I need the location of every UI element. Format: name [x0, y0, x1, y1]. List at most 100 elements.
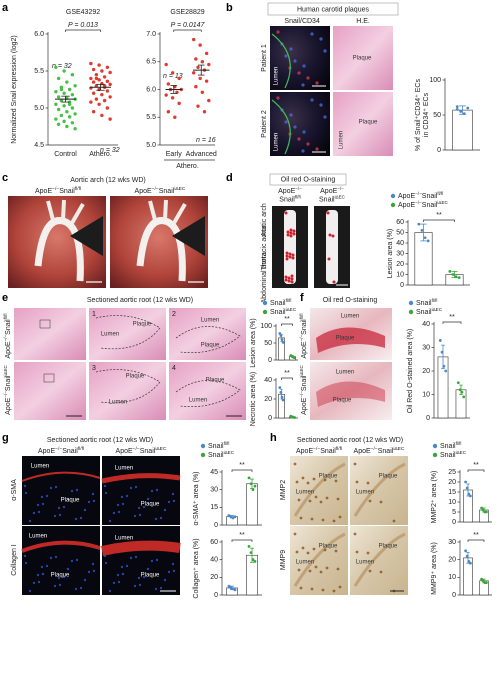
- legend-marker: [200, 443, 206, 449]
- label: Plaque: [379, 544, 398, 550]
- label: Lumen: [115, 536, 133, 542]
- nucleus: [74, 587, 78, 591]
- stain-spot: [368, 569, 372, 573]
- nucleus: [37, 510, 41, 514]
- micrograph: [14, 362, 86, 420]
- y-axis-label: % of Snail⁺CD34⁺ ECs: [415, 79, 422, 151]
- nucleus: [62, 575, 66, 579]
- data-point: [251, 488, 255, 492]
- label: Lumen: [296, 490, 314, 496]
- nucleus: [310, 32, 314, 36]
- data-point: [108, 70, 112, 75]
- nucleus: [108, 589, 112, 593]
- panel-letter: e: [2, 292, 8, 304]
- stain-spot: [353, 462, 357, 466]
- label: 4: [172, 365, 176, 372]
- nucleus: [45, 494, 49, 498]
- nucleus: [323, 115, 327, 119]
- nucleus: [45, 564, 49, 568]
- lesion-spot: [327, 257, 331, 261]
- superscript: iΔEC: [432, 307, 443, 312]
- nucleus: [54, 555, 58, 559]
- nucleus: [28, 589, 32, 593]
- nucleus: [75, 488, 79, 492]
- branch: [46, 199, 85, 225]
- y-axis-label: Collagen⁺ area (%): [193, 538, 200, 598]
- chart-title: GSE43292: [66, 9, 100, 16]
- y-tick-label: 10: [448, 499, 456, 506]
- label: Lumen: [356, 490, 374, 496]
- data-point: [70, 121, 75, 125]
- stain-spot: [353, 532, 357, 536]
- lipid-stain: [316, 327, 385, 353]
- data-point: [207, 98, 211, 103]
- label: Patient 2: [261, 110, 268, 138]
- x-tick-label: Advanced: [186, 151, 217, 158]
- nucleus: [83, 578, 87, 582]
- data-point: [62, 104, 66, 108]
- nucleus: [306, 142, 310, 146]
- stain-spot: [319, 570, 323, 574]
- nucleus: [302, 130, 306, 134]
- y-tick-label: 6.5: [146, 59, 156, 66]
- y-axis-label: Lesion area (%): [250, 318, 257, 367]
- y-tick-label: 6.0: [34, 31, 44, 38]
- nucleus: [92, 569, 96, 573]
- data-point: [94, 76, 99, 81]
- label: Lumen: [109, 400, 127, 406]
- y-tick-label: 20: [264, 396, 272, 403]
- x-tick-label: Early: [166, 151, 182, 158]
- significance-bracket: [65, 29, 101, 32]
- group-label: Athero.: [176, 163, 199, 170]
- nucleus: [297, 71, 301, 75]
- data-point: [94, 73, 99, 77]
- y-axis-label: in CD34⁺ ECs: [423, 92, 430, 137]
- nucleus: [276, 96, 280, 100]
- nucleus: [24, 561, 28, 565]
- nucleus: [62, 505, 66, 509]
- stain-spot: [325, 566, 329, 570]
- lesion-spot: [285, 251, 289, 255]
- nucleus: [129, 556, 133, 560]
- label: Lumen: [296, 560, 314, 566]
- data-point: [440, 350, 444, 354]
- nucleus: [315, 147, 319, 151]
- stain-spot: [306, 481, 310, 485]
- superscript: iΔEC: [286, 307, 297, 312]
- text-part: Snail: [5, 319, 12, 335]
- y-tick-label: 20: [448, 557, 456, 564]
- data-point: [202, 110, 207, 114]
- panel-letter: f: [300, 292, 304, 304]
- data-point: [451, 273, 455, 276]
- data-point: [108, 117, 112, 121]
- label: Plaque: [379, 474, 398, 480]
- significance: **: [284, 316, 290, 323]
- nucleus: [150, 489, 154, 493]
- y-tick-label: 0: [214, 592, 218, 599]
- nucleus: [32, 581, 36, 585]
- aorta-tissue: [326, 210, 338, 284]
- label: Lumen: [274, 67, 280, 85]
- lesion-spot: [284, 275, 288, 279]
- lesion-spot: [291, 253, 295, 257]
- label: Oil red O-staining: [281, 176, 336, 183]
- aorta: [34, 217, 84, 282]
- nucleus: [83, 508, 87, 512]
- nucleus: [297, 137, 301, 141]
- panel-letter: g: [2, 432, 9, 444]
- data-point: [464, 549, 467, 553]
- lesion-spot: [286, 233, 290, 237]
- nucleus: [117, 510, 121, 514]
- data-point: [247, 545, 251, 548]
- y-tick-label: 15: [448, 489, 456, 496]
- nucleus: [24, 491, 28, 495]
- data-point: [207, 62, 211, 67]
- superscript: −/−: [415, 200, 422, 205]
- legend-label: Snailfl/fl: [208, 441, 229, 450]
- lesion-spot: [287, 279, 291, 283]
- data-point: [455, 108, 459, 111]
- nucleus: [171, 492, 175, 496]
- data-point: [108, 95, 112, 99]
- data-point: [56, 76, 61, 81]
